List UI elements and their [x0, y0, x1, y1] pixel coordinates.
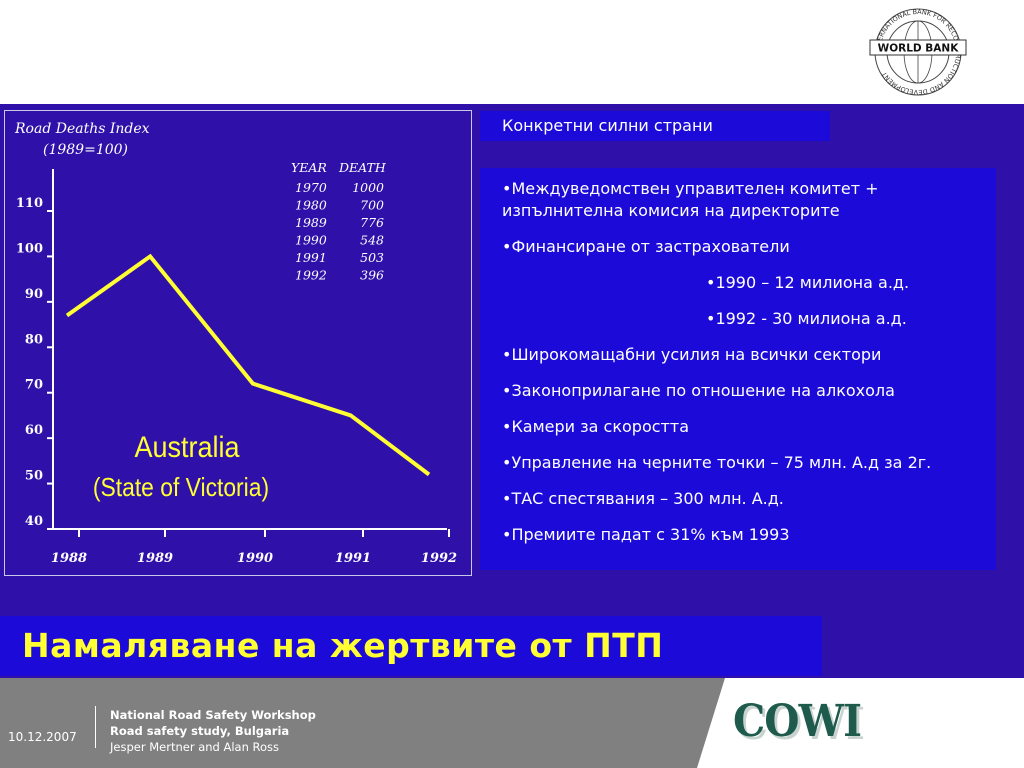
bullet-item: •Законоприлагане по отношение на алкохол… [502, 381, 895, 400]
y-tick-label: 70 [25, 378, 43, 393]
bullet-item: •Управление на черните точки – 75 млн. А… [502, 453, 932, 472]
table-cell-year: 1991 [295, 250, 327, 265]
table-cell-year: 1992 [295, 268, 327, 283]
table-cell-death: 1000 [352, 180, 384, 195]
bullet-item: •Камери за скоростта [502, 417, 689, 436]
table-cell-year: 1990 [295, 233, 327, 248]
bullet-item: •1990 – 12 милиона а.д. [706, 273, 910, 292]
cowi-logo: COWI [733, 696, 862, 747]
y-tick-label: 100 [16, 241, 43, 256]
slide-title: Намаляване на жертвите от ПТП [22, 626, 664, 665]
section-heading: Конкретни силни страни [480, 111, 830, 141]
footer-authors: Jesper Mertner and Alan Ross [110, 740, 280, 754]
table-cell-death: 776 [360, 215, 384, 230]
footer-study: Road safety study, Bulgaria [110, 724, 290, 738]
x-tick-label: 1991 [335, 551, 371, 566]
table-cell-year: 1980 [295, 198, 327, 213]
line-chart: 110 100 90 80 70 60 50 40 1988 1989 1990 1991 1992 Au… [16, 160, 457, 566]
bullet-item: •1992 - 30 милиона а.д. [706, 309, 907, 328]
annotation-subtitle: (State of Victoria) [93, 474, 269, 503]
logo-name: WORLD BANK [878, 43, 960, 55]
x-tick-label: 1992 [421, 551, 457, 566]
x-tick-label: 1990 [237, 551, 273, 566]
bullets-panel: •Междуведомствен управителен комитет + и… [480, 168, 996, 570]
footer-logo-area [697, 678, 1024, 768]
table-cell-year: 1970 [295, 180, 327, 195]
chart-frame: Road Deaths Index (1989=100) 110 100 90 80 7… [4, 110, 472, 576]
y-tick-label: 80 [25, 332, 43, 347]
bullet-item: •Междуведомствен управителен комитет + и… [502, 179, 879, 220]
footer-credits: National Road Safety Workshop Road safet… [110, 707, 316, 755]
title-box [0, 616, 822, 676]
table-header-year: YEAR [291, 160, 327, 175]
x-tick-label: 1988 [51, 551, 87, 566]
bullet-item: •ТАС спестявания – 300 млн. А.д. [502, 489, 784, 508]
table-cell-year: 1989 [295, 215, 327, 230]
table-cell-death: 548 [360, 233, 384, 248]
table-cell-death: 503 [360, 250, 384, 265]
table-cell-death: 700 [360, 198, 384, 213]
chart-title: Road Deaths Index [15, 121, 150, 137]
footer-separator [95, 706, 96, 748]
footer-workshop: National Road Safety Workshop [110, 708, 316, 722]
y-tick-label: 110 [16, 196, 43, 211]
bullet-item: •Премиите падат с 31% към 1993 [502, 525, 790, 544]
annotation-title: Australia [135, 431, 240, 465]
table-cell-death: 396 [360, 268, 384, 283]
y-tick-label: 90 [25, 287, 43, 302]
world-bank-logo: INTERNATIONAL BANK FOR RECONSTRUCTION AN… [869, 8, 967, 96]
chart-subtitle: (1989=100) [43, 142, 129, 158]
y-tick-label: 50 [25, 469, 43, 484]
table-header-death: DEATH [338, 160, 387, 175]
series-line [65, 253, 431, 477]
x-tick-label: 1989 [137, 551, 173, 566]
header-band [0, 0, 1024, 104]
chart-title-block: Road Deaths Index (1989=100) [15, 119, 165, 161]
footer-date: 10.12.2007 [8, 730, 77, 744]
y-tick-label: 60 [25, 423, 43, 438]
y-tick-label: 40 [25, 514, 43, 529]
bullet-item: •Широкомащабни усилия на всички сектори [502, 345, 882, 364]
bullet-item: •Финансиране от застрахователи [502, 237, 790, 256]
